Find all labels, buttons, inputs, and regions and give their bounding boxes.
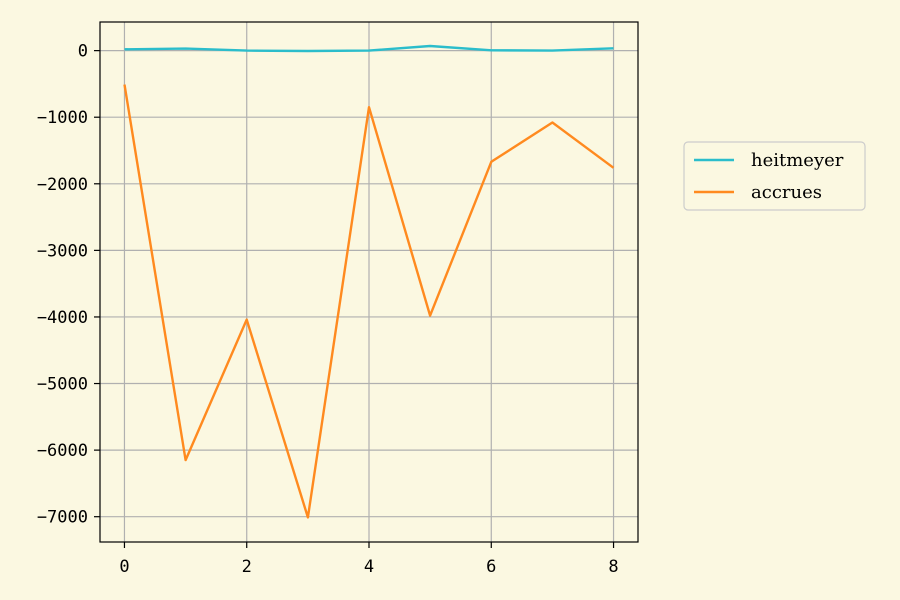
y-tick-label: −2000	[37, 175, 88, 195]
series-line-heitmeyer	[124, 44, 614, 53]
x-axis: 0 2 4 6 8	[119, 542, 619, 577]
y-tick-label: −1000	[37, 108, 88, 128]
y-tick-label: 0	[78, 42, 88, 62]
grid	[100, 22, 638, 542]
legend: heitmeyer accrues	[683, 141, 866, 211]
x-tick-label: 4	[364, 557, 374, 577]
x-tick-label: 2	[242, 557, 252, 577]
x-tick-label: 0	[119, 557, 129, 577]
legend-label-accrues: accrues	[751, 182, 822, 203]
x-tick-label: 8	[608, 557, 618, 577]
y-tick-label: −4000	[37, 308, 88, 328]
y-tick-label: −3000	[37, 241, 88, 261]
legend-label-heitmeyer: heitmeyer	[751, 150, 844, 171]
y-tick-label: −7000	[37, 508, 88, 528]
y-tick-label: −5000	[37, 375, 88, 395]
series-lines	[123, 44, 615, 519]
x-tick-label: 6	[486, 557, 496, 577]
y-tick-label: −6000	[37, 441, 88, 461]
y-axis: 0 −1000 −2000 −3000 −4000 −5000 −6000 −7000	[37, 42, 100, 528]
series-line-accrues	[123, 84, 615, 519]
